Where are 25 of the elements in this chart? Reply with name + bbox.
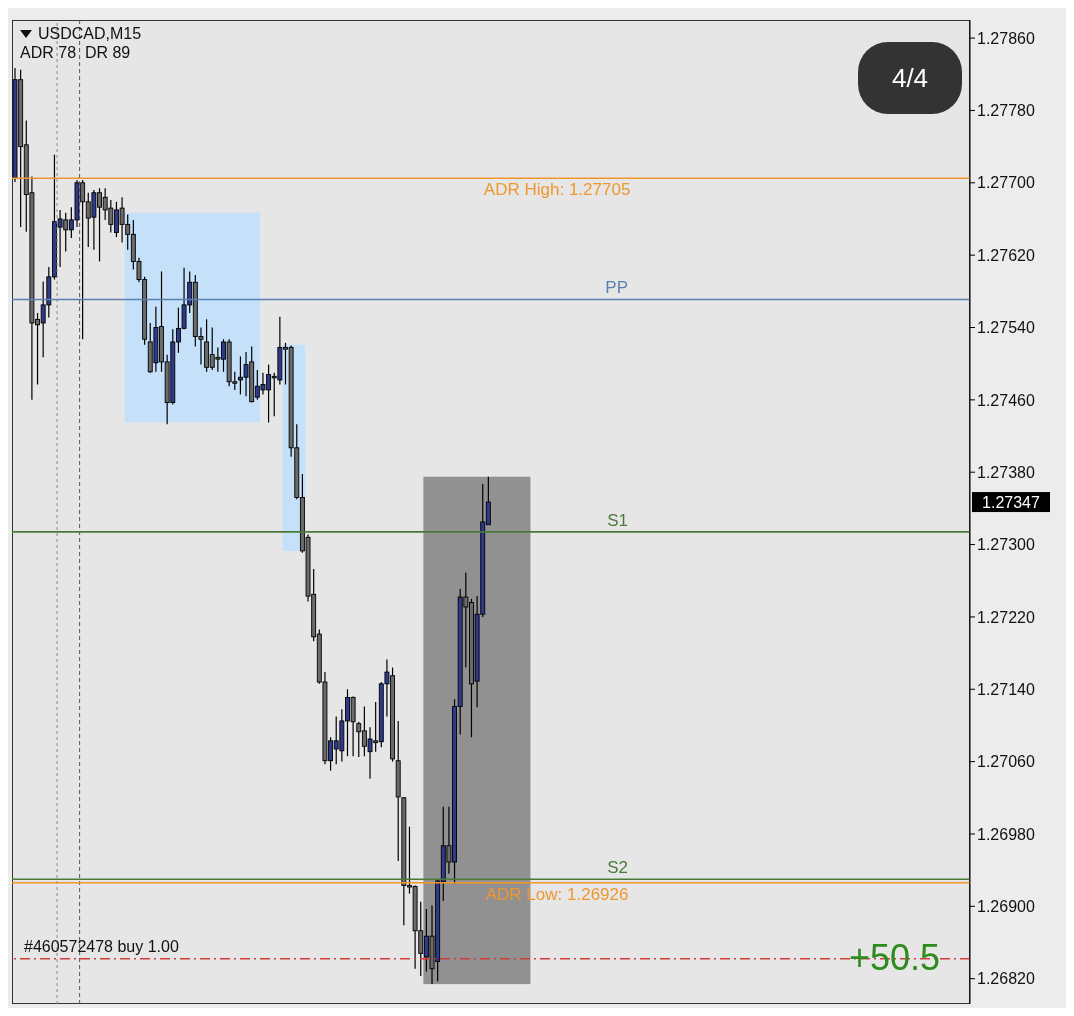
y-tick-label: 1.27220 <box>977 608 1035 626</box>
text: ADR 78 DR 89 <box>20 43 132 62</box>
y-tick-label: 1.27460 <box>977 391 1035 409</box>
ref-line-label: ADR High: 1.27705 <box>483 180 631 200</box>
y-tick-label: 1.26980 <box>977 825 1035 843</box>
ref-line-label: ADR Low: 1.26926 <box>485 884 629 904</box>
ref-line-label: #460572478 buy 1.00 <box>24 937 179 955</box>
ref-line-label: PP <box>605 278 628 298</box>
annotation: 4/4 <box>858 42 962 114</box>
ref-line-label: S2 <box>607 858 628 878</box>
y-tick-label: 1.27620 <box>977 246 1035 264</box>
y-tick-label: 1.27540 <box>977 319 1035 337</box>
y-tick-label: 1.26820 <box>977 970 1035 988</box>
y-tick-label: 1.27380 <box>977 463 1035 481</box>
y-tick-label: 1.26900 <box>977 898 1035 915</box>
annotation: +50.5 <box>848 937 940 979</box>
y-tick-label: 1.27300 <box>977 536 1035 554</box>
y-tick-label: 1.27780 <box>977 102 1035 120</box>
chart-title: USDCAD,M15 <box>38 24 142 43</box>
y-tick-label: 1.27860 <box>977 29 1035 47</box>
text: 1.27347 <box>982 494 1041 512</box>
y-tick-label: 1.27140 <box>977 680 1035 698</box>
y-tick-label: 1.27700 <box>977 174 1035 192</box>
y-tick-label: 1.27060 <box>977 753 1035 771</box>
ref-line-label: S1 <box>607 510 628 530</box>
